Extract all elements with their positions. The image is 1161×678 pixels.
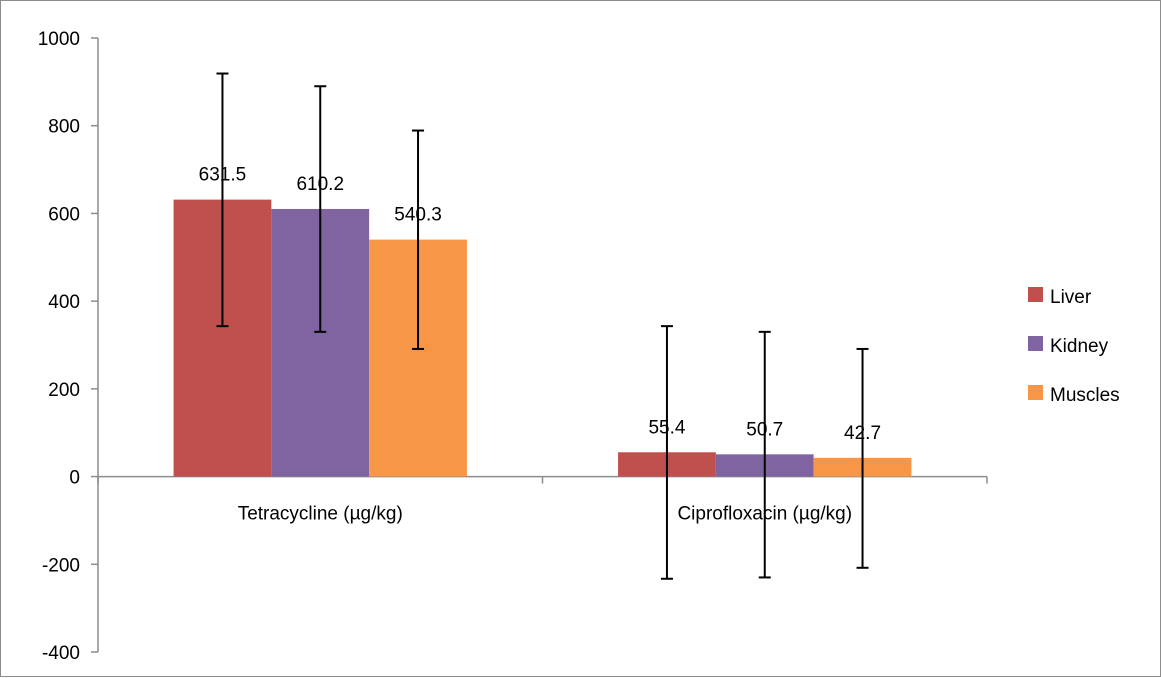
legend-swatch-muscles bbox=[1028, 385, 1043, 400]
y-tick-label: -200 bbox=[42, 555, 80, 576]
y-tick-label: 0 bbox=[69, 468, 80, 489]
legend-label-kidney: Kidney bbox=[1050, 336, 1109, 357]
y-tick-label: 200 bbox=[48, 380, 80, 401]
y-tick-label: -400 bbox=[42, 643, 80, 664]
error-bars bbox=[216, 72, 869, 580]
axes: -400 -200 0 200 400 600 800 1000 Tetracycline (µ… bbox=[38, 29, 988, 664]
y-tick-label: 1000 bbox=[38, 29, 80, 50]
y-tick-label: 600 bbox=[48, 204, 80, 225]
data-label-muscles: 540.3 bbox=[394, 205, 442, 226]
legend-label-liver: Liver bbox=[1050, 287, 1092, 308]
data-label-liver: 55.4 bbox=[648, 417, 685, 438]
legend-swatch-liver bbox=[1028, 287, 1043, 302]
legend: Liver Kidney Muscles bbox=[1028, 287, 1120, 406]
data-label-kidney: 610.2 bbox=[296, 174, 344, 195]
y-tick-label: 400 bbox=[48, 292, 80, 313]
legend-swatch-kidney bbox=[1028, 336, 1043, 351]
data-label-muscles: 42.7 bbox=[844, 423, 881, 444]
x-category-label: Tetracycline (µg/kg) bbox=[238, 504, 403, 525]
legend-label-muscles: Muscles bbox=[1050, 385, 1120, 406]
bars bbox=[173, 199, 912, 477]
data-label-liver: 631.5 bbox=[199, 165, 247, 186]
y-tick-label: 800 bbox=[48, 117, 80, 138]
data-labels: 631.5 610.2 540.3 55.4 50.7 42.7 bbox=[199, 165, 881, 444]
data-label-kidney: 50.7 bbox=[746, 419, 783, 440]
